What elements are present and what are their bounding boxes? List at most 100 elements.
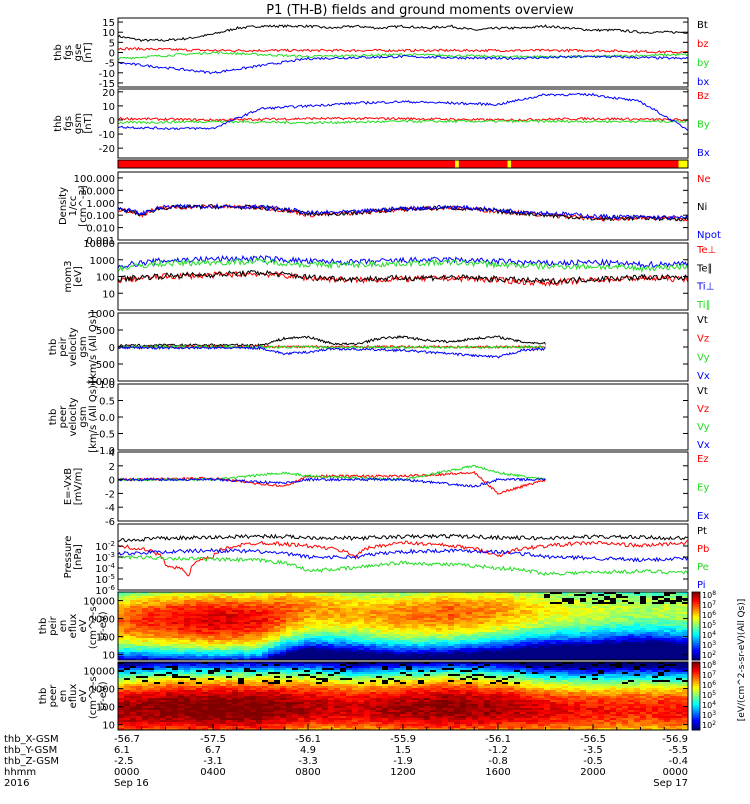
- legend-entry: Pb: [697, 544, 709, 555]
- mode-bar-segment: [459, 160, 508, 168]
- ytick-label: 10: [102, 651, 115, 662]
- ytick-label: -6: [105, 517, 115, 528]
- ytick-label: 0: [109, 343, 115, 354]
- panel-pressure: 10-210-310-410-510-6Pressure[nPa]PtPbPeP…: [63, 524, 709, 597]
- ytick-label: -4: [105, 503, 115, 514]
- legend-entry: By: [697, 120, 710, 131]
- ytick-label: 0.100: [86, 211, 115, 222]
- legend-entry: Vy: [697, 422, 710, 433]
- legend-entry: bz: [697, 39, 709, 50]
- legend-entry: Ti⊥: [696, 282, 714, 293]
- legend-entry: Ti∥: [696, 300, 711, 311]
- legend-entry: Pe: [697, 562, 709, 573]
- series-line-fgs_gse-3: [118, 56, 688, 74]
- ytick-label: 4: [109, 448, 115, 459]
- ytick-label: 0: [109, 476, 115, 487]
- series-line-pressure-3: [118, 549, 688, 562]
- lines-temps: [118, 256, 688, 286]
- ytick-label: 0: [109, 116, 115, 127]
- ytick-label: 1.0: [99, 380, 115, 391]
- series-line-pressure-0: [118, 534, 688, 542]
- lines-fgs_gse: [118, 25, 688, 74]
- ylabel-line: [cm^-3]: [78, 185, 89, 226]
- legend-entry: Ey: [697, 483, 709, 494]
- ytick-label: -20: [99, 144, 115, 155]
- legend-entry: Vy: [697, 352, 710, 363]
- legend-entry: bx: [697, 77, 709, 88]
- series-line-pressure-2: [118, 555, 688, 575]
- series-line-temps-1: [118, 270, 688, 284]
- ylabel-line: [nT]: [83, 42, 94, 62]
- lines-pressure: [118, 534, 688, 576]
- legend-entry: Bz: [697, 91, 709, 102]
- ylabel-line: [mV/m]: [73, 468, 84, 506]
- panel-mode_bar: [118, 160, 688, 168]
- ytick-label: 10000: [83, 239, 115, 250]
- series-line-fgs_gse-0: [118, 25, 688, 41]
- ytick-label: 10: [102, 289, 115, 300]
- ytick-label: 1000: [90, 256, 115, 267]
- ylabel-line: [km/s (All Qs)]: [88, 311, 99, 383]
- legend-entry: Npot: [697, 230, 721, 241]
- legend-entry: Bt: [697, 20, 708, 31]
- ytick-label: 0.5: [99, 397, 115, 408]
- ytick-label: 2: [109, 462, 115, 473]
- mode-bar-segment: [508, 160, 512, 168]
- series-line-efield-2: [118, 478, 546, 487]
- legend-entry: Vx: [697, 440, 710, 451]
- panel-frame: [118, 89, 688, 158]
- lines-fgs_gsm: [118, 94, 688, 131]
- ytick-label: 100.000: [74, 174, 115, 185]
- ylabel-line: [nPa]: [73, 544, 84, 570]
- legend-entry: Vz: [697, 404, 709, 415]
- ytick-label: 1.000: [86, 199, 115, 210]
- mode-bar-segment: [118, 160, 455, 168]
- plot-title: P1 (TH-B) fields and ground moments over…: [266, 3, 574, 18]
- spectrogram-peir_en_eflux: [118, 592, 689, 661]
- legend-entry: Vt: [697, 315, 708, 326]
- legend-entry: Vz: [697, 334, 709, 345]
- legend-entry: by: [697, 58, 709, 69]
- series-line-temps-0: [118, 272, 688, 286]
- ytick-label: 0.0: [99, 413, 115, 424]
- series-line-peir_velocity-0: [118, 336, 546, 347]
- ytick-label: 0.010: [86, 224, 115, 235]
- legend-entry: Te∥: [696, 263, 713, 274]
- ylabel-line: [nT]: [83, 113, 94, 133]
- ylabel-line: [km/s (All Qs)]: [88, 381, 99, 453]
- ylabel-line: [eV]: [73, 266, 84, 287]
- panel-frame: [118, 524, 688, 590]
- mode-bar-segment: [511, 160, 678, 168]
- legend-entry: Ex: [697, 511, 709, 522]
- lines-peir_velocity: [118, 336, 546, 358]
- legend-entry: Pi: [697, 580, 706, 591]
- legend-entry: Bx: [697, 148, 710, 159]
- series-line-fgs_gsm-1: [118, 120, 688, 124]
- panel-frame: [118, 384, 688, 450]
- legend-entry: Ez: [697, 454, 709, 465]
- lines-efield: [118, 465, 546, 494]
- panel-frame: [118, 452, 688, 521]
- legend-entry: Ni: [697, 202, 707, 213]
- lines-density: [118, 204, 688, 221]
- legend-entry: Ne: [697, 174, 711, 185]
- ytick-label: -2: [105, 489, 115, 500]
- mode-bar-segment: [455, 160, 459, 168]
- ytick-label: -10: [99, 130, 115, 141]
- legend-entry: Pt: [697, 526, 707, 537]
- spectrogram-peer_en_eflux: [118, 662, 689, 731]
- ytick-label: 10: [102, 102, 115, 113]
- legend-entry: Vx: [697, 371, 710, 382]
- mode-bar-segment: [679, 160, 689, 168]
- legend-entry: Te⊥: [696, 245, 716, 256]
